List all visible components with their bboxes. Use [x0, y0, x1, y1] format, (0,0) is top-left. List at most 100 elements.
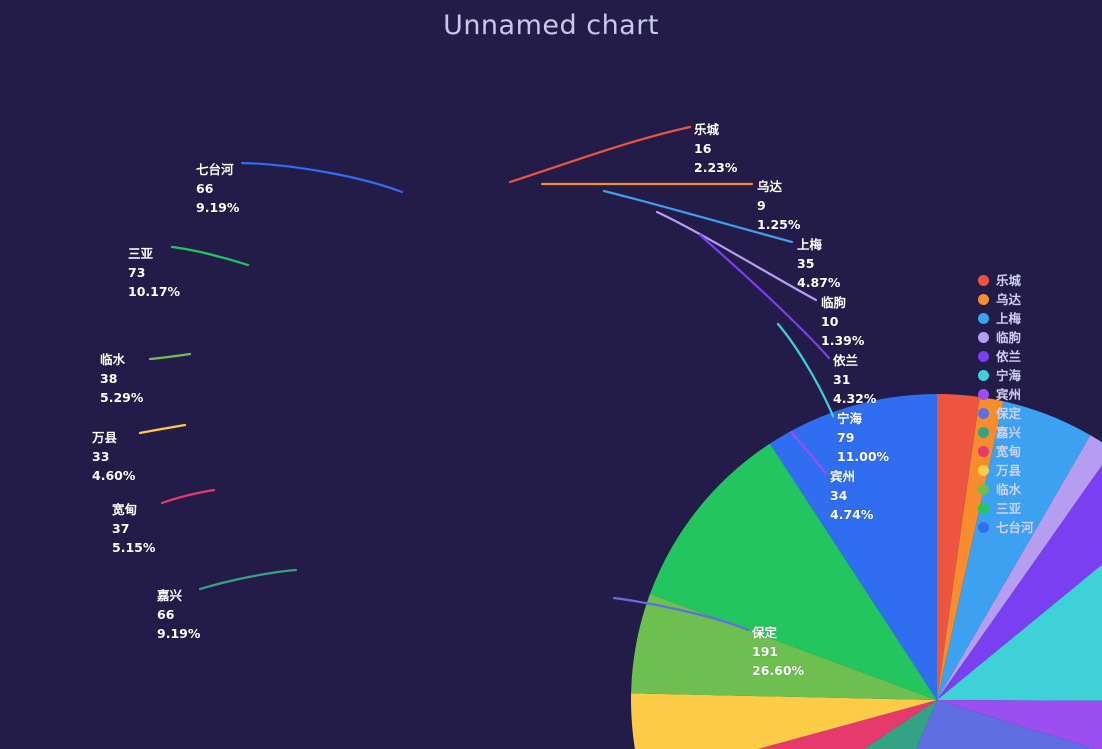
slice-label-name: 宽甸 — [112, 502, 138, 517]
slice-label-name: 上梅 — [797, 237, 823, 252]
leader-line — [612, 596, 750, 632]
legend-color-swatch-icon — [978, 503, 989, 514]
slice-label-name: 临朐 — [821, 295, 847, 310]
leader-line — [160, 488, 216, 505]
slice-label: 三亚 73 10.17% — [128, 244, 180, 301]
legend-item-label: 保定 — [996, 406, 1022, 421]
legend-item-label: 宾州 — [996, 387, 1022, 402]
leader-line — [198, 568, 298, 591]
slice-label-percent: 4.74% — [830, 507, 874, 522]
legend-item-label: 七台河 — [996, 520, 1034, 535]
pie-slice[interactable] — [937, 700, 1102, 749]
pie-slice[interactable] — [642, 700, 937, 749]
slice-label-value: 79 — [837, 430, 855, 445]
slice-label-percent: 4.60% — [92, 468, 136, 483]
slice-label-value: 73 — [128, 265, 146, 280]
legend-item[interactable]: 嘉兴 — [978, 423, 1098, 442]
pie-slice[interactable] — [937, 435, 1102, 700]
slice-label-name: 三亚 — [128, 246, 154, 261]
pie-slice[interactable] — [683, 700, 937, 749]
legend-item[interactable]: 保定 — [978, 404, 1098, 423]
slice-label: 宁海 79 11.00% — [837, 409, 889, 466]
legend-color-swatch-icon — [978, 389, 989, 400]
slice-label-percent: 9.19% — [157, 626, 201, 641]
slice-label-percent: 2.23% — [694, 160, 738, 175]
leader-line — [240, 161, 404, 194]
legend-item[interactable]: 依兰 — [978, 347, 1098, 366]
slice-label-name: 依兰 — [833, 353, 859, 368]
pie-slice[interactable] — [650, 443, 937, 700]
leader-line — [655, 210, 818, 302]
pie-slice[interactable] — [631, 593, 937, 700]
legend-item[interactable]: 乐城 — [978, 271, 1098, 290]
pie-slice[interactable] — [937, 394, 980, 700]
slice-label-name: 临水 — [100, 352, 126, 367]
legend-item-label: 嘉兴 — [996, 425, 1022, 440]
slice-label-percent: 1.39% — [821, 333, 865, 348]
slice-label-name: 七台河 — [196, 162, 234, 177]
leader-line — [508, 125, 692, 184]
legend-color-swatch-icon — [978, 275, 989, 286]
slice-label-name: 宾州 — [830, 469, 856, 484]
legend-color-swatch-icon — [978, 351, 989, 362]
legend-item-label: 三亚 — [996, 501, 1022, 516]
pie-slice[interactable] — [769, 394, 937, 700]
slice-label-value: 33 — [92, 449, 110, 464]
pie-slice[interactable] — [937, 450, 1102, 700]
slice-label-name: 乐城 — [694, 122, 720, 137]
legend-item[interactable]: 宽甸 — [978, 442, 1098, 461]
slice-label-percent: 1.25% — [757, 217, 801, 232]
slice-label-percent: 11.00% — [837, 449, 890, 464]
slice-label-name: 保定 — [752, 625, 778, 640]
slice-label-name: 万县 — [92, 430, 118, 445]
slice-label: 临朐 10 1.39% — [821, 293, 864, 350]
slice-label-percent: 9.19% — [196, 200, 240, 215]
pie-slice[interactable] — [937, 401, 1091, 700]
leader-line — [789, 430, 828, 476]
slice-label-percent: 26.60% — [752, 663, 805, 678]
slice-label: 依兰 31 4.32% — [833, 351, 876, 408]
legend-color-swatch-icon — [978, 370, 989, 381]
legend-item[interactable]: 三亚 — [978, 499, 1098, 518]
legend[interactable]: 乐城乌达上梅 临朐依兰宁海宾州保定嘉兴宽甸万县临水三亚七台河 — [978, 271, 1098, 537]
slice-label-value: 37 — [112, 521, 130, 536]
legend-item[interactable]: 上梅 — [978, 309, 1098, 328]
slice-label: 七台河 66 9.19% — [196, 160, 239, 217]
legend-item-label: 临水 — [996, 482, 1022, 497]
legend-item[interactable]: 万县 — [978, 461, 1098, 480]
legend-color-swatch-icon — [978, 294, 989, 305]
legend-color-swatch-icon — [978, 484, 989, 495]
page-title: Unnamed chart — [443, 10, 659, 41]
slice-label-value: 10 — [821, 314, 839, 329]
slice-label-percent: 4.32% — [833, 391, 877, 406]
legend-item[interactable]: 宁海 — [978, 366, 1098, 385]
slice-label: 上梅 35 4.87% — [797, 235, 840, 292]
slice-label-value: 38 — [100, 371, 118, 386]
pie-slice[interactable] — [817, 700, 1102, 749]
slice-label-value: 16 — [694, 141, 712, 156]
legend-item-label: 宁海 — [996, 368, 1022, 383]
leader-line — [170, 245, 250, 267]
legend-item[interactable]: 临朐 — [978, 328, 1098, 347]
legend-color-swatch-icon — [978, 313, 989, 324]
legend-item-label: 万县 — [996, 463, 1022, 478]
legend-item[interactable]: 宾州 — [978, 385, 1098, 404]
pie-slice[interactable] — [631, 693, 937, 749]
legend-item[interactable]: 七台河 — [978, 518, 1098, 537]
legend-color-swatch-icon — [978, 427, 989, 438]
pie-slice[interactable] — [937, 506, 1102, 701]
legend-item-label: 乐城 — [996, 273, 1022, 288]
slice-label: 嘉兴 66 9.19% — [157, 586, 200, 643]
legend-item[interactable]: 乌达 — [978, 290, 1098, 309]
leader-line — [776, 322, 835, 418]
leader-line — [602, 189, 794, 244]
legend-item-label: 依兰 — [996, 349, 1022, 364]
legend-item[interactable]: 临水 — [978, 480, 1098, 499]
legend-item-label: 乌达 — [996, 292, 1022, 307]
slice-label-percent: 4.87% — [797, 275, 841, 290]
slice-label-name: 嘉兴 — [157, 588, 183, 603]
slice-label-name: 宁海 — [837, 411, 863, 426]
